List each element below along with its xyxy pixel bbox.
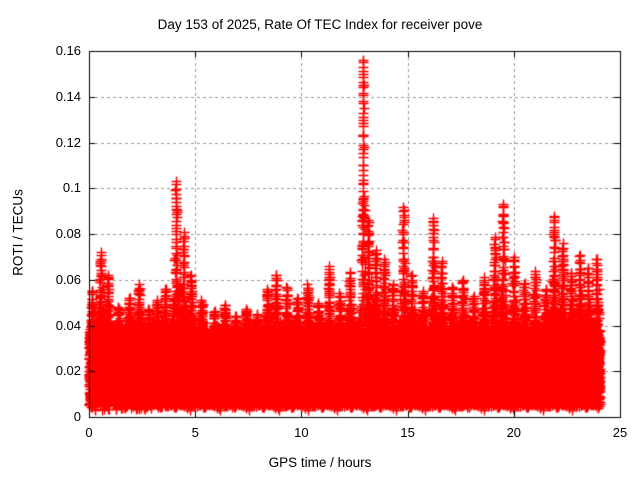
y-tick-label: 0 bbox=[73, 409, 81, 424]
x-tick-label: 0 bbox=[85, 425, 93, 440]
x-tick-label: 5 bbox=[191, 425, 199, 440]
x-axis-label: GPS time / hours bbox=[268, 455, 372, 470]
y-tick-label: 0.08 bbox=[55, 226, 81, 241]
x-tick-label: 10 bbox=[294, 425, 309, 440]
y-tick-label: 0.06 bbox=[55, 271, 81, 287]
y-tick-label: 0.1 bbox=[62, 180, 81, 196]
y-tick-label: 0.04 bbox=[55, 317, 81, 333]
x-tick-label: 20 bbox=[506, 425, 522, 440]
y-tick-label: 0.12 bbox=[55, 134, 81, 150]
x-tick-label: 25 bbox=[612, 425, 628, 440]
y-tick-label: 0.16 bbox=[55, 43, 81, 58]
y-tick-label: 0.02 bbox=[55, 363, 81, 379]
page-title: Day 153 of 2025, Rate Of TEC Index for r… bbox=[157, 17, 483, 32]
y-tick-label: 0.14 bbox=[55, 88, 81, 104]
x-tick-label: 15 bbox=[400, 425, 415, 440]
